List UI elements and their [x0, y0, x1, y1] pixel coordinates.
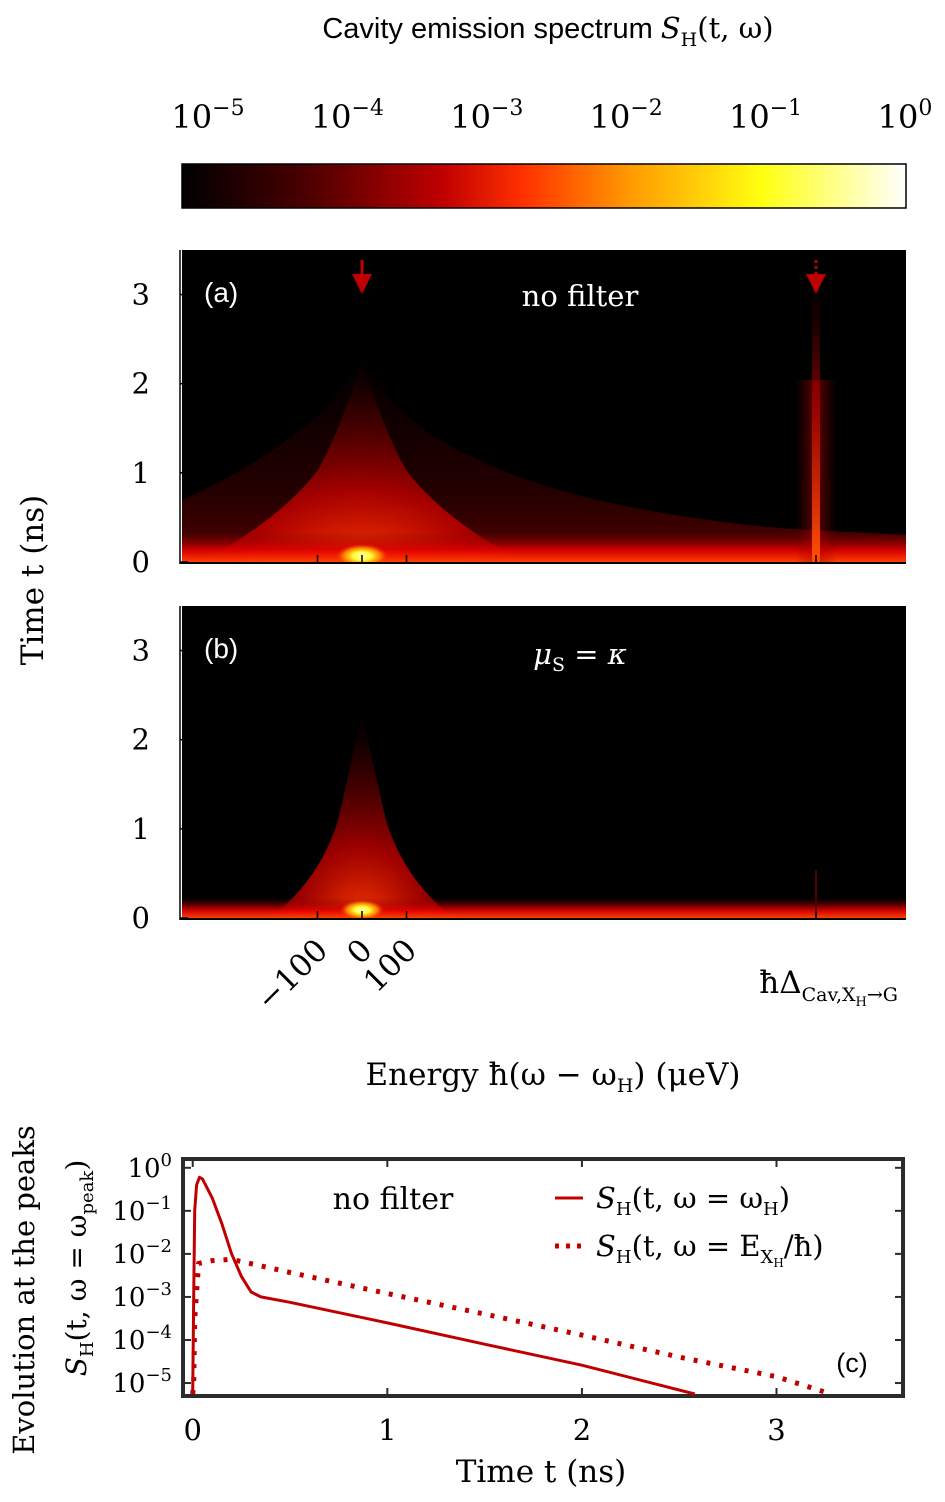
y-tick-label: 1	[132, 456, 150, 490]
legend-entry-1: SH(t, ω = ωH)	[596, 1181, 790, 1220]
heatmap-b-spike-trace	[815, 870, 817, 918]
c-y-tick-label: 10−3	[112, 1279, 172, 1313]
series-dotted-line	[190, 1256, 832, 1397]
y-tick-label: 2	[132, 723, 150, 757]
colorbar-tick-label: 10−5	[171, 96, 244, 136]
line-panel-c: 0 1 2 3 100 10−1 10−2 10−3 10−4 10−5 no filter (c…	[7, 1125, 905, 1490]
panel-c-ylabel-top: Evolution at the peaks	[7, 1125, 41, 1455]
heatmap-b-hotspot	[340, 900, 384, 918]
panel-a-caption: no filter	[522, 279, 639, 313]
colorbar-tick-label: 10−4	[311, 96, 384, 136]
y-tick-label: 3	[132, 278, 150, 312]
c-y-tick-label: 100	[127, 1150, 172, 1184]
y-tick-label: 0	[132, 901, 150, 935]
heatmap-a-spike	[812, 295, 820, 562]
heatmap-b-main-peak	[270, 712, 454, 918]
c-x-tick-label: 0	[184, 1413, 202, 1447]
colorbar-tick-labels: 10−5 10−4 10−3 10−2 10−1 100	[171, 96, 932, 136]
heatmap-b-background	[182, 606, 906, 918]
x-tick-label: −100	[249, 932, 335, 1018]
c-y-tick-label: 10−2	[112, 1236, 172, 1270]
c-x-tick-label: 3	[767, 1413, 785, 1447]
colorbar-title: Cavity emission spectrum SH(t, ω)	[322, 11, 773, 51]
colorbar: Cavity emission spectrum SH(t, ω) 10−5 10…	[171, 11, 932, 209]
peak-arrow-1-head	[352, 274, 372, 294]
y-tick-label: 0	[132, 545, 150, 579]
c-x-tick-label: 1	[378, 1413, 396, 1447]
heatmap-a-hotspot	[336, 544, 388, 562]
colorbar-tick-label: 100	[878, 96, 933, 136]
legend-entry-2: SH(t, ω = EXH/ħ)	[596, 1229, 824, 1270]
panel-c-annotation: no filter	[333, 1182, 454, 1217]
heatmap-b-base-band	[182, 898, 906, 918]
panel-c-frame	[181, 1157, 905, 1398]
panel-a-label: (a)	[204, 277, 238, 308]
y-tick-label: 3	[132, 634, 150, 668]
heatmap-xlabel: Energy ħ(ω − ωH) (μeV)	[366, 1057, 741, 1097]
colorbar-tick-label: 10−1	[729, 96, 802, 136]
colorbar-tick-label: 10−3	[450, 96, 523, 136]
y-tick-label: 2	[132, 367, 150, 401]
panel-b-label: (b)	[204, 633, 238, 664]
peak-arrow-2-head	[806, 274, 826, 294]
c-y-tick-label: 10−5	[112, 1365, 172, 1399]
y-tick-label: 1	[132, 812, 150, 846]
peak-marker-arrows	[352, 260, 826, 294]
series-solid-line	[191, 1175, 696, 1396]
colorbar-tick-label: 10−2	[590, 96, 663, 136]
heatmap-x-extra-tick: ħΔCav,XH→G	[759, 965, 898, 1010]
panel-c-series	[190, 1175, 832, 1397]
heatmap-panel-a: 0 1 2 3 (a) no filter	[132, 250, 906, 579]
panel-c-ylabel-bottom: SH(t, ω = ωpeak)	[60, 1160, 98, 1377]
panel-c-xlabel: Time t (ns)	[456, 1454, 627, 1490]
panel-c-ticks: 0 1 2 3 100 10−1 10−2 10−3 10−4 10−5	[112, 1150, 903, 1447]
c-y-tick-label: 10−1	[112, 1193, 172, 1227]
panel-b-caption: μS = κ	[533, 637, 627, 676]
panel-c-label: (c)	[836, 1348, 867, 1378]
heatmap-b-axes: 0 1 2 3	[132, 606, 906, 935]
x-tick-label: 100	[357, 932, 424, 999]
c-x-tick-label: 2	[573, 1413, 591, 1447]
heatmap-a-axes: 0 1 2 3	[132, 250, 906, 579]
heatmap-panel-b: 0 1 2 3 (b) μS = κ	[132, 606, 906, 935]
heatmap-a-base-band	[182, 532, 906, 562]
heatmap-a-main-peak	[200, 357, 524, 562]
panel-c-legend: SH(t, ω = ωH) SH(t, ω = EXH/ħ)	[555, 1181, 824, 1270]
heatmap-ylabel: Time t (ns)	[15, 495, 51, 666]
c-y-tick-label: 10−4	[112, 1322, 172, 1356]
colorbar-bar	[181, 163, 907, 209]
